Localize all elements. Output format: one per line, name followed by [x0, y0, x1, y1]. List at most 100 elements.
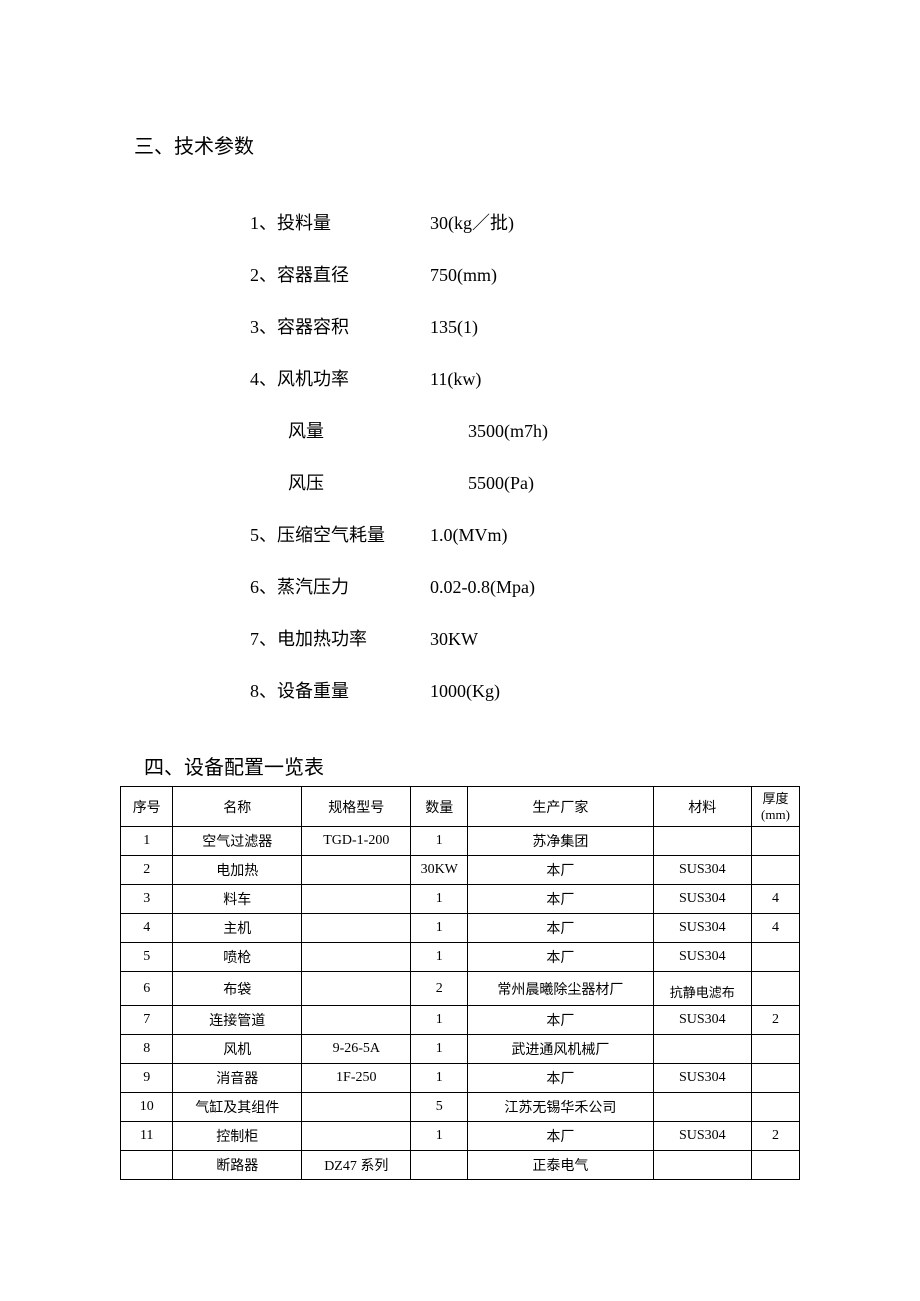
param-label: 4、风机功率 — [250, 365, 430, 391]
cell-name: 布袋 — [173, 972, 302, 1006]
cell-seq: 6 — [121, 972, 173, 1006]
cell-thk: 4 — [751, 885, 799, 914]
col-header-seq: 序号 — [121, 787, 173, 827]
col-header-name: 名称 — [173, 787, 302, 827]
cell-name: 空气过滤器 — [173, 827, 302, 856]
cell-name: 断路器 — [173, 1151, 302, 1180]
section-title-params: 三、技术参数 — [134, 130, 800, 159]
col-header-spec: 规格型号 — [302, 787, 411, 827]
cell-thk: 2 — [751, 1122, 799, 1151]
cell-mat: SUS304 — [653, 885, 751, 914]
param-value: 11(kw) — [430, 369, 800, 390]
table-row: 断路器DZ47 系列正泰电气 — [121, 1151, 800, 1180]
table-body: 1空气过滤器TGD-1-2001苏净集团2电加热30KW本厂SUS3043料车1… — [121, 827, 800, 1180]
cell-qty: 5 — [411, 1093, 468, 1122]
cell-seq: 4 — [121, 914, 173, 943]
cell-qty: 1 — [411, 1064, 468, 1093]
table-row: 9消音器1F-2501本厂SUS304 — [121, 1064, 800, 1093]
param-row: 8、设备重量1000(Kg) — [250, 677, 800, 703]
cell-spec — [302, 1006, 411, 1035]
cell-mat — [653, 827, 751, 856]
param-label: 风压 — [288, 469, 468, 495]
cell-mat: SUS304 — [653, 1006, 751, 1035]
cell-thk — [751, 972, 799, 1006]
cell-spec: 1F-250 — [302, 1064, 411, 1093]
cell-spec: 9-26-5A — [302, 1035, 411, 1064]
params-list: 1、投料量30(kg／批) 2、容器直径750(mm) 3、容器容积135(1) 4、… — [250, 209, 800, 703]
param-value: 5500(Pa) — [468, 473, 800, 494]
table-header-row: 序号 名称 规格型号 数量 生产厂家 材料 厚度 (mm) — [121, 787, 800, 827]
cell-seq: 3 — [121, 885, 173, 914]
col-header-mfr: 生产厂家 — [468, 787, 654, 827]
table-row: 11控制柜 1本厂SUS3042 — [121, 1122, 800, 1151]
col-header-mat: 材料 — [653, 787, 751, 827]
param-value: 1000(Kg) — [430, 681, 800, 702]
param-label: 7、电加热功率 — [250, 625, 430, 651]
table-row: 3料车1本厂SUS3044 — [121, 885, 800, 914]
cell-mfr: 本厂 — [468, 1064, 654, 1093]
cell-seq: 7 — [121, 1006, 173, 1035]
cell-name: 消音器 — [173, 1064, 302, 1093]
cell-mfr: 本厂 — [468, 914, 654, 943]
table-row: 4主机1本厂SUS3044 — [121, 914, 800, 943]
col-header-qty: 数量 — [411, 787, 468, 827]
cell-spec: TGD-1-200 — [302, 827, 411, 856]
cell-name: 喷枪 — [173, 943, 302, 972]
cell-mfr: 本厂 — [468, 1122, 654, 1151]
cell-thk — [751, 827, 799, 856]
table-row: 5喷枪1本厂SUS304 — [121, 943, 800, 972]
thk-label-line1: 厚度 — [762, 791, 788, 806]
cell-name: 连接管道 — [173, 1006, 302, 1035]
param-value: 30(kg／批) — [430, 209, 800, 235]
cell-spec — [302, 914, 411, 943]
param-value: 3500(m7h) — [468, 421, 800, 442]
cell-mat: SUS304 — [653, 1064, 751, 1093]
cell-mat: 抗静电滤布 — [653, 972, 751, 1006]
cell-name: 主机 — [173, 914, 302, 943]
cell-name: 控制柜 — [173, 1122, 302, 1151]
param-row: 1、投料量30(kg／批) — [250, 209, 800, 235]
table-row: 8风机9-26-5A1武进通风机械厂 — [121, 1035, 800, 1064]
cell-name: 料车 — [173, 885, 302, 914]
cell-name: 电加热 — [173, 856, 302, 885]
table-row: 10气缸及其组件 5江苏无锡华禾公司 — [121, 1093, 800, 1122]
cell-thk — [751, 1151, 799, 1180]
table-row: 6布袋2常州晨曦除尘器材厂抗静电滤布 — [121, 972, 800, 1006]
param-row: 6、蒸汽压力 0.02-0.8(Mpa) — [250, 573, 800, 599]
cell-seq: 5 — [121, 943, 173, 972]
cell-spec — [302, 943, 411, 972]
section-title-table: 四、设备配置一览表 — [144, 751, 800, 780]
cell-spec — [302, 885, 411, 914]
cell-mat: SUS304 — [653, 1122, 751, 1151]
cell-qty: 1 — [411, 1122, 468, 1151]
cell-name: 气缸及其组件 — [173, 1093, 302, 1122]
cell-mfr: 本厂 — [468, 885, 654, 914]
param-label: 2、容器直径 — [250, 261, 430, 287]
cell-qty: 1 — [411, 827, 468, 856]
param-label: 8、设备重量 — [250, 677, 430, 703]
cell-seq: 10 — [121, 1093, 173, 1122]
cell-seq: 8 — [121, 1035, 173, 1064]
cell-mfr: 本厂 — [468, 943, 654, 972]
cell-mfr: 本厂 — [468, 856, 654, 885]
cell-qty: 1 — [411, 943, 468, 972]
param-value: 135(1) — [430, 317, 800, 338]
cell-seq: 1 — [121, 827, 173, 856]
param-value: 30KW — [430, 629, 800, 650]
param-label: 6、蒸汽压力 — [250, 573, 430, 599]
cell-mfr: 江苏无锡华禾公司 — [468, 1093, 654, 1122]
cell-seq: 9 — [121, 1064, 173, 1093]
param-label: 5、压缩空气耗量 — [250, 521, 430, 547]
param-row: 5、压缩空气耗量 1.0(MVm) — [250, 521, 800, 547]
cell-name: 风机 — [173, 1035, 302, 1064]
cell-qty — [411, 1151, 468, 1180]
cell-mfr: 正泰电气 — [468, 1151, 654, 1180]
cell-seq: 11 — [121, 1122, 173, 1151]
param-row: 4、风机功率11(kw) — [250, 365, 800, 391]
param-row: 3、容器容积135(1) — [250, 313, 800, 339]
cell-thk: 2 — [751, 1006, 799, 1035]
param-row: 7、电加热功率 30KW — [250, 625, 800, 651]
param-row: 2、容器直径750(mm) — [250, 261, 800, 287]
cell-qty: 2 — [411, 972, 468, 1006]
table-row: 2电加热30KW本厂SUS304 — [121, 856, 800, 885]
